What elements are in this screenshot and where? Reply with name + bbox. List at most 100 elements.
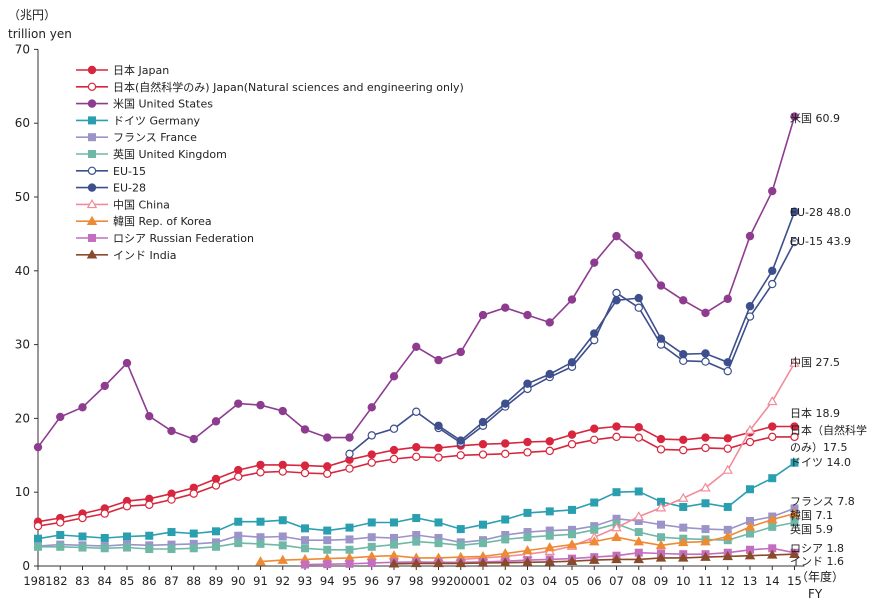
data-point	[501, 535, 510, 544]
legend-swatch-marker	[87, 166, 97, 175]
x-tick-label: 07	[609, 574, 624, 588]
data-point	[345, 433, 354, 442]
x-tick-label: 06	[587, 574, 602, 588]
data-point	[700, 482, 711, 492]
data-point	[678, 552, 689, 562]
data-point	[456, 541, 465, 550]
legend-label: 中国 China	[113, 198, 170, 211]
data-point	[345, 449, 354, 459]
data-point	[145, 500, 154, 509]
data-point	[256, 468, 265, 477]
data-point	[278, 467, 287, 476]
legend-swatch-marker	[87, 99, 97, 108]
x-tick-label: 92	[275, 574, 290, 588]
data-point	[768, 432, 777, 442]
data-point	[768, 186, 777, 196]
data-point	[479, 520, 488, 529]
legend-swatch-marker	[86, 198, 98, 209]
data-point	[656, 533, 665, 542]
data-point	[478, 310, 488, 320]
data-point	[189, 529, 198, 538]
data-point	[388, 558, 400, 568]
data-point	[211, 417, 221, 426]
legend-item: インド India	[76, 249, 177, 262]
x-tick-label: 82	[53, 574, 68, 588]
data-point	[33, 442, 43, 452]
data-point	[523, 310, 532, 320]
data-point	[367, 533, 376, 542]
data-point	[300, 468, 310, 478]
legend-swatch-marker	[87, 183, 97, 192]
data-point	[633, 511, 644, 521]
legend-label: ドイツ Germany	[113, 114, 201, 127]
x-tick-label: 2000	[446, 574, 475, 588]
legend-item: EU-28	[76, 182, 146, 195]
data-point	[589, 536, 600, 546]
data-point	[679, 296, 688, 305]
data-point	[456, 525, 465, 534]
data-point	[544, 556, 555, 566]
data-point	[145, 545, 154, 554]
data-point	[567, 530, 576, 539]
data-point	[789, 508, 800, 518]
data-point	[122, 358, 132, 368]
data-point	[122, 532, 131, 541]
data-point	[323, 560, 332, 569]
x-tick-label: 94	[320, 574, 335, 588]
data-point	[389, 372, 399, 381]
series-1	[33, 432, 799, 531]
data-point	[590, 498, 599, 507]
data-point	[277, 554, 288, 564]
axis-titles: （兆円） trillion yen （年度） FY	[8, 8, 844, 601]
data-point	[100, 509, 109, 518]
data-point	[545, 507, 554, 516]
x-tick-label: 11	[698, 574, 713, 588]
data-point	[656, 434, 666, 444]
data-point	[100, 533, 109, 542]
data-point	[567, 440, 577, 449]
legend-label: ロシア Russian Federation	[113, 232, 254, 245]
data-point	[633, 536, 644, 546]
data-point	[523, 448, 532, 457]
legend-label: インド India	[113, 249, 177, 262]
data-point	[345, 523, 354, 532]
data-point	[390, 540, 399, 549]
data-point	[723, 434, 732, 443]
legend-item: ロシア Russian Federation	[76, 232, 254, 245]
legend-swatch-marker	[86, 249, 98, 259]
data-point	[567, 430, 577, 439]
data-point	[189, 544, 198, 553]
data-point	[634, 487, 643, 496]
data-point	[478, 440, 488, 449]
data-point	[678, 536, 689, 547]
data-point	[78, 403, 87, 412]
data-point	[523, 379, 532, 388]
legend-swatch-marker	[86, 215, 98, 225]
data-point	[767, 514, 778, 524]
data-point	[545, 446, 554, 456]
data-point	[412, 407, 421, 416]
x-tick-label: 85	[120, 574, 135, 588]
x-tick-label: 98	[409, 574, 424, 588]
data-point	[768, 474, 777, 483]
data-point	[56, 412, 65, 422]
data-point	[300, 425, 310, 434]
data-point	[412, 442, 421, 452]
data-point	[278, 406, 287, 416]
data-point	[567, 358, 577, 367]
data-point	[167, 495, 176, 504]
data-point	[590, 435, 599, 445]
data-point	[345, 535, 354, 544]
x-tick-label: 91	[253, 574, 268, 588]
data-point	[501, 399, 510, 408]
data-point	[256, 539, 265, 548]
data-point	[477, 557, 489, 567]
data-point	[590, 329, 599, 338]
data-point	[790, 518, 799, 527]
series-11	[388, 548, 800, 568]
data-point	[412, 537, 421, 546]
data-point	[566, 539, 578, 549]
data-point	[723, 294, 732, 304]
data-point	[590, 258, 599, 267]
data-point	[434, 453, 443, 462]
